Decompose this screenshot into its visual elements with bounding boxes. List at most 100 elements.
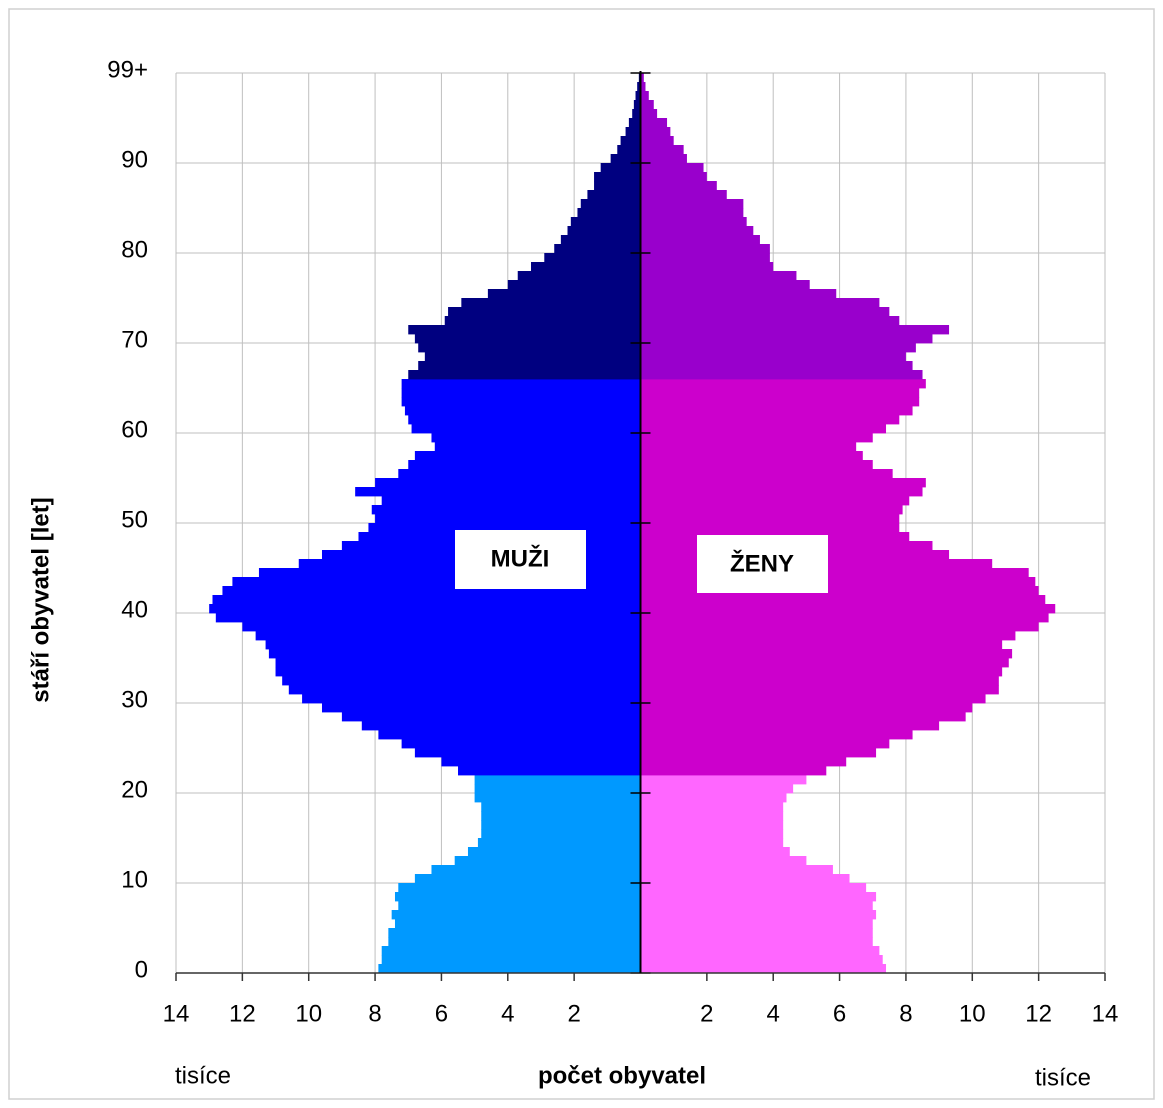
bar [640, 334, 933, 344]
y-tick-label: 40 [121, 596, 148, 623]
bar [640, 397, 920, 407]
bar [640, 901, 873, 911]
bar [640, 865, 833, 875]
bar [640, 118, 668, 128]
series-label: MUŽI [491, 544, 550, 572]
x-tick-label: 2 [567, 1000, 580, 1027]
bar [640, 253, 770, 263]
y-tick-label: 80 [121, 236, 148, 263]
bar [640, 649, 1013, 659]
bar [600, 163, 641, 173]
bar [640, 262, 774, 272]
y-tick-label: 99+ [107, 56, 148, 83]
bar [570, 217, 641, 227]
x-axis-label: počet obyvatel [538, 1062, 706, 1089]
bar [640, 658, 1009, 668]
bar [640, 127, 671, 137]
bar [640, 379, 926, 389]
bar [640, 316, 900, 326]
bar [640, 757, 847, 767]
bar [458, 766, 641, 776]
y-axis-label: stáří obyvatel [let] [27, 497, 54, 702]
bar [580, 199, 641, 209]
bar [640, 100, 654, 110]
bar [467, 847, 641, 857]
bar [640, 577, 1036, 587]
bar [398, 469, 641, 479]
bar [401, 388, 641, 398]
bar [461, 298, 641, 308]
bar [414, 451, 641, 461]
bar [554, 244, 641, 254]
bar [474, 793, 641, 803]
bar [388, 928, 641, 938]
y-tick-label: 60 [121, 416, 148, 443]
bar [633, 100, 641, 110]
bar [640, 505, 903, 515]
bar [381, 955, 641, 965]
bar [477, 838, 641, 848]
bar [640, 964, 887, 974]
bar [640, 946, 880, 956]
bar [640, 442, 857, 452]
bar [640, 361, 913, 371]
bar [640, 370, 923, 380]
bar [640, 766, 827, 776]
bar [355, 487, 641, 497]
bar [640, 82, 646, 92]
bar [640, 739, 890, 749]
bar [517, 271, 641, 281]
bar [232, 577, 641, 587]
bar [640, 415, 900, 425]
y-tick-label: 50 [121, 506, 148, 533]
bar [640, 802, 784, 812]
bar [640, 388, 920, 398]
y-tick-label: 70 [121, 326, 148, 353]
bar [265, 640, 641, 650]
bar [640, 784, 794, 794]
bar [375, 478, 641, 488]
bar [640, 811, 784, 821]
bar [381, 946, 641, 956]
bar [258, 568, 641, 578]
bar [640, 721, 940, 731]
x-tick-label: 2 [700, 1000, 713, 1027]
bar [640, 847, 790, 857]
bar [640, 478, 926, 488]
bar [371, 505, 641, 515]
bar [640, 514, 900, 524]
bar [209, 604, 641, 614]
axes: 2 2 4 4 6 6 8 8 10 10 12 12 14 14 0 10 20 30 40 50 60 70 80 90 9… [107, 56, 1118, 1027]
bar [454, 856, 641, 866]
bar [640, 685, 999, 695]
y-tick-label: 20 [121, 776, 148, 803]
bar [640, 190, 727, 200]
bar [640, 496, 910, 506]
bar [391, 910, 641, 920]
bar [640, 199, 744, 209]
x-tick-label: 12 [1025, 1000, 1052, 1027]
bar [321, 703, 641, 713]
bar [531, 262, 641, 272]
bar [640, 829, 784, 839]
bar [617, 145, 641, 155]
y-tick-label: 30 [121, 686, 148, 713]
bar [637, 82, 641, 92]
bar [487, 289, 641, 299]
bar [594, 172, 641, 182]
bar [640, 694, 986, 704]
bar [640, 892, 877, 902]
x-tick-label: 8 [899, 1000, 912, 1027]
bar [302, 694, 641, 704]
bar [640, 145, 684, 155]
x-tick-label: 6 [833, 1000, 846, 1027]
bar [640, 298, 880, 308]
bar [411, 424, 641, 434]
bar [275, 667, 641, 677]
bar [481, 802, 641, 812]
bar [560, 235, 641, 245]
bar [640, 181, 717, 191]
bar [394, 919, 641, 929]
bar [408, 460, 641, 470]
bar [640, 136, 674, 146]
